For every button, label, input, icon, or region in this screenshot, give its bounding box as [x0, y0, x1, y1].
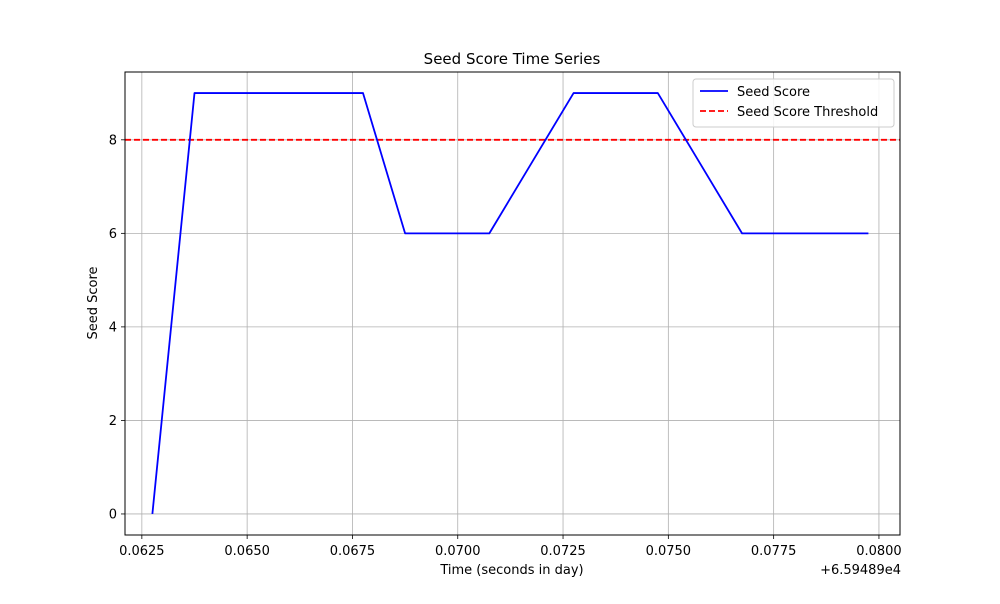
x-tick-label: 0.0675 — [330, 544, 376, 559]
y-tick-label: 0 — [109, 507, 117, 522]
legend-label-threshold: Seed Score Threshold — [737, 105, 878, 120]
y-tick-label: 8 — [109, 133, 117, 148]
x-tick-label: 0.0625 — [119, 544, 165, 559]
x-axis-label: Time (seconds in day) — [439, 563, 583, 578]
x-tick-label: 0.0700 — [435, 544, 481, 559]
x-axis-offset-label: +6.59489e4 — [820, 563, 901, 578]
x-axis-ticks: 0.0625 0.0650 0.0675 0.0700 0.0725 0.0750 0.07… — [119, 535, 902, 559]
y-tick-label: 2 — [109, 414, 117, 429]
legend-box — [692, 78, 895, 128]
y-tick-label: 4 — [109, 320, 117, 335]
y-axis-label: Seed Score — [86, 266, 101, 339]
chart-title: Seed Score Time Series — [424, 50, 601, 68]
legend-label-seed-score: Seed Score — [737, 85, 810, 100]
series-lines — [151, 92, 869, 515]
x-tick-label: 0.0750 — [646, 544, 692, 559]
series-line-seed-score — [151, 92, 869, 515]
x-tick-label: 0.0650 — [224, 544, 270, 559]
y-tick-label: 6 — [109, 227, 117, 242]
plot-frame — [124, 71, 901, 536]
x-tick-label: 0.0725 — [540, 544, 586, 559]
x-tick-label: 0.0775 — [751, 544, 797, 559]
y-axis-ticks: 0 2 4 6 8 — [109, 133, 125, 522]
x-tick-label: 0.0800 — [856, 544, 902, 559]
grid — [125, 72, 900, 535]
legend: Seed Score Seed Score Threshold — [692, 78, 895, 128]
